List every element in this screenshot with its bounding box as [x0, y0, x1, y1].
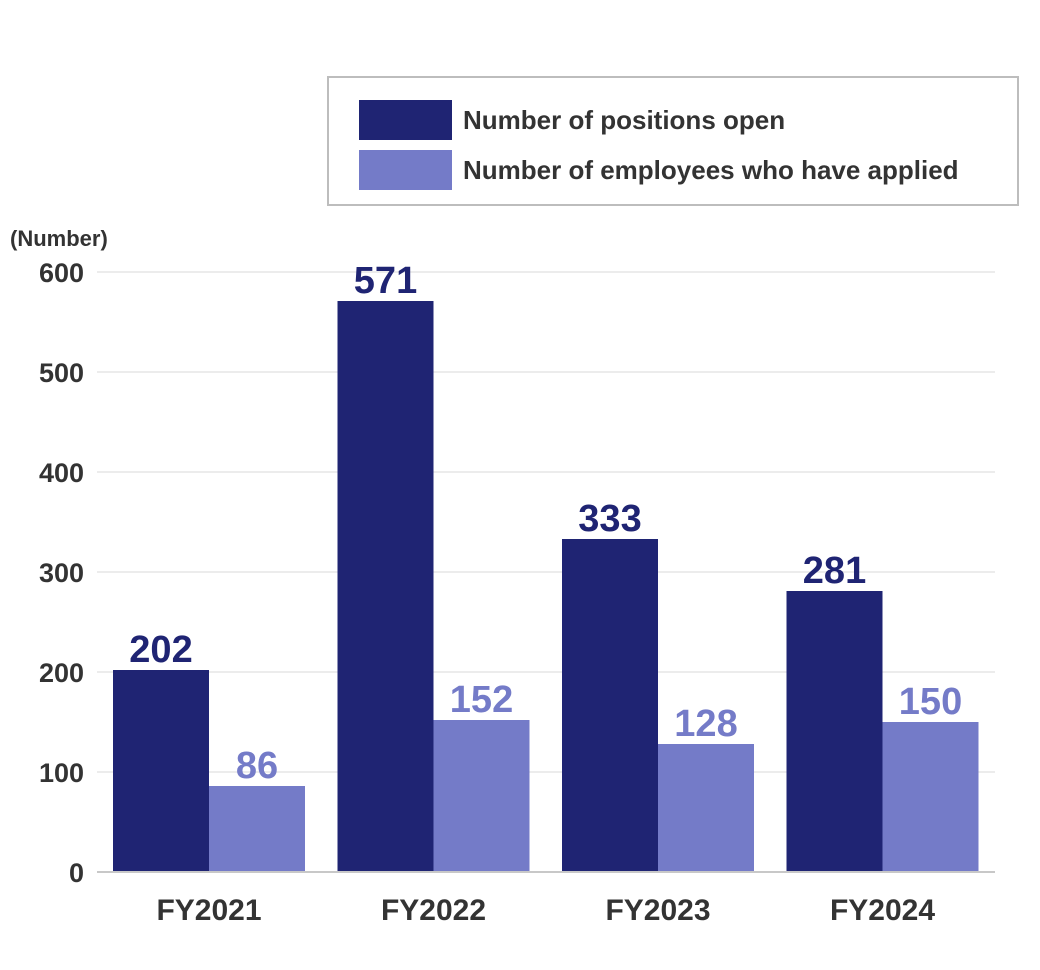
bar-FY2023-series-1 — [562, 539, 658, 872]
bar-FY2024-series-1 — [786, 591, 883, 872]
y-tick-label-500: 500 — [39, 358, 84, 388]
y-tick-label-0: 0 — [69, 858, 84, 888]
legend-item-positions-open: Number of positions open — [359, 100, 785, 140]
legend-item-employees-applied: Number of employees who have applied — [359, 150, 959, 190]
legend-label-positions-open: Number of positions open — [463, 104, 786, 135]
data-label-FY2022-series-2: 152 — [450, 679, 513, 721]
y-tick-label-600: 600 — [39, 258, 84, 288]
x-tick-label-FY2024: FY2024 — [830, 894, 935, 927]
legend: Number of positions open Number of emplo… — [327, 76, 1019, 206]
data-label-FY2022-series-1: 571 — [354, 260, 417, 302]
y-tick-label-100: 100 — [39, 758, 84, 788]
legend-label-employees-applied: Number of employees who have applied — [463, 154, 959, 185]
y-tick-label-400: 400 — [39, 458, 84, 488]
y-axis-unit-label: (Number) — [10, 226, 108, 251]
y-tick-label-200: 200 — [39, 658, 84, 688]
bar-FY2023-series-2 — [658, 744, 754, 872]
bar-FY2022-series-2 — [433, 720, 530, 872]
bar-FY2024-series-2 — [882, 722, 979, 872]
x-tick-label-FY2021: FY2021 — [156, 894, 261, 927]
bar-FY2021-series-2 — [209, 786, 305, 872]
data-label-FY2023-series-1: 333 — [578, 498, 641, 540]
x-tick-label-FY2022: FY2022 — [381, 894, 486, 927]
data-label-FY2021-series-1: 202 — [129, 629, 192, 671]
bar-FY2021-series-1 — [113, 670, 209, 872]
x-tick-label-FY2023: FY2023 — [605, 894, 710, 927]
data-label-FY2023-series-2: 128 — [674, 703, 737, 745]
bar-FY2022-series-1 — [337, 301, 434, 872]
legend-swatch-employees-applied — [359, 150, 452, 190]
data-label-FY2021-series-2: 86 — [236, 745, 278, 787]
data-label-FY2024-series-1: 281 — [803, 550, 866, 592]
data-label-FY2024-series-2: 150 — [899, 681, 962, 723]
y-tick-label-300: 300 — [39, 558, 84, 588]
legend-swatch-positions-open — [359, 100, 452, 140]
